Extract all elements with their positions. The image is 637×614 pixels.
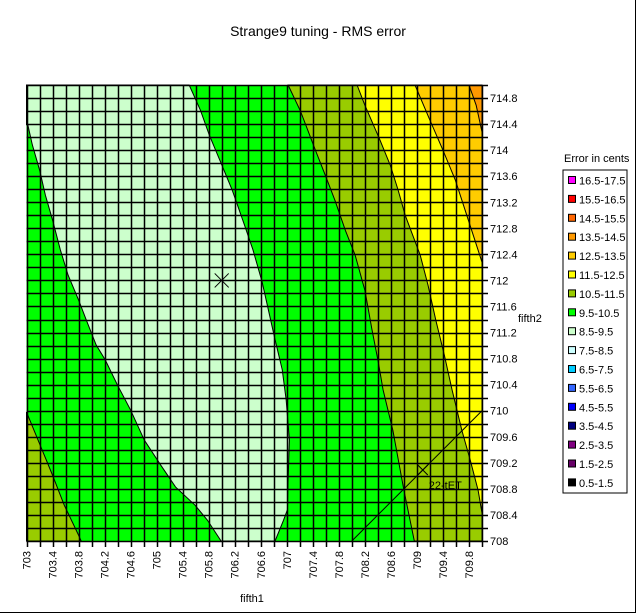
x-tick-label: 707.4 bbox=[308, 551, 320, 579]
legend-swatch bbox=[568, 346, 576, 355]
y-tick-label: 708 bbox=[490, 536, 508, 548]
x-axis: 703 703.4 703.8 704.2 704.6 705 705.4 705.8 706.… bbox=[22, 551, 476, 579]
legend-label: 10.5-11.5 bbox=[579, 289, 625, 301]
x-tick-label: 705.4 bbox=[178, 551, 190, 579]
legend-label: 2.5-3.5 bbox=[579, 440, 613, 452]
legend-swatch bbox=[568, 213, 576, 222]
x-tick-label: 705 bbox=[152, 551, 164, 569]
legend-label: 13.5-14.5 bbox=[579, 232, 625, 244]
x-tick-label: 703.4 bbox=[48, 551, 60, 579]
et-marker-icon bbox=[417, 464, 429, 476]
legend-swatch bbox=[568, 270, 576, 279]
annotations: 22-tET bbox=[214, 273, 483, 542]
y-tick-label: 714 bbox=[490, 145, 508, 157]
y-tick-label: 714.8 bbox=[490, 93, 518, 105]
legend-swatch bbox=[568, 327, 576, 336]
y-tick-label: 712.4 bbox=[490, 249, 518, 261]
legend-label: 14.5-15.5 bbox=[579, 213, 625, 225]
y-tick-label: 710.8 bbox=[490, 354, 518, 366]
et-line bbox=[351, 410, 483, 542]
y-tick-label: 711.2 bbox=[490, 328, 517, 340]
x-tick-label: 707.8 bbox=[334, 551, 346, 579]
y-tick-label: 710 bbox=[490, 406, 508, 418]
grid-lines bbox=[26, 84, 488, 547]
legend-swatch bbox=[568, 308, 576, 317]
legend-label: 15.5-16.5 bbox=[579, 194, 625, 206]
x-tick-label: 705.8 bbox=[204, 551, 216, 579]
y-tick-label: 713.2 bbox=[490, 197, 518, 209]
legend-label: 0.5-1.5 bbox=[579, 478, 613, 490]
y-tick-label: 708.4 bbox=[490, 510, 518, 522]
y-tick-label: 709.2 bbox=[490, 458, 518, 470]
x-tick-label: 708.6 bbox=[386, 551, 398, 579]
legend-swatch bbox=[568, 194, 576, 203]
legend-title: Error in cents bbox=[564, 153, 630, 165]
y-tick-label: 710.4 bbox=[490, 380, 518, 392]
legend-swatch bbox=[568, 251, 576, 260]
legend-label: 7.5-8.5 bbox=[579, 346, 613, 358]
legend-label: 12.5-13.5 bbox=[579, 251, 625, 263]
et-label: 22-tET bbox=[429, 480, 462, 492]
x-tick-label: 709 bbox=[412, 551, 424, 569]
y-tick-label: 714.4 bbox=[490, 119, 518, 131]
legend-label: 16.5-17.5 bbox=[579, 176, 625, 188]
optimum-marker-icon bbox=[214, 273, 230, 288]
legend-swatch bbox=[568, 232, 576, 241]
contour-regions bbox=[26, 84, 483, 542]
legend-label: 4.5-5.5 bbox=[579, 402, 613, 414]
legend-label: 3.5-4.5 bbox=[579, 421, 613, 433]
legend-swatch bbox=[568, 176, 576, 184]
y-axis-label: fifth2 bbox=[518, 313, 542, 325]
x-tick-label: 709.4 bbox=[438, 551, 450, 579]
y-tick-label: 709.6 bbox=[490, 432, 518, 444]
y-tick-label: 711.6 bbox=[490, 301, 517, 313]
legend-swatch bbox=[568, 478, 576, 487]
chart-title: Strange9 tuning - RMS error bbox=[230, 23, 406, 39]
legend-swatch bbox=[568, 289, 576, 298]
y-tick-label: 712.8 bbox=[490, 223, 518, 235]
x-tick-label: 703 bbox=[22, 551, 34, 569]
x-tick-label: 704.2 bbox=[100, 551, 112, 579]
x-tick-label: 708.2 bbox=[360, 551, 372, 579]
legend-label: 9.5-10.5 bbox=[579, 308, 619, 320]
legend-swatch bbox=[568, 383, 576, 392]
x-tick-label: 704.6 bbox=[126, 551, 138, 579]
legend-label: 11.5-12.5 bbox=[579, 270, 625, 282]
legend-label: 5.5-6.5 bbox=[579, 383, 613, 395]
legend-swatch bbox=[568, 440, 576, 449]
x-tick-label: 706.2 bbox=[230, 551, 242, 579]
legend-label: 6.5-7.5 bbox=[579, 365, 613, 377]
legend-label: 8.5-9.5 bbox=[579, 327, 613, 339]
legend-swatch bbox=[568, 402, 576, 411]
y-tick-label: 712 bbox=[490, 275, 508, 287]
x-axis-label: fifth1 bbox=[240, 593, 264, 605]
x-tick-label: 703.8 bbox=[74, 551, 86, 579]
x-tick-label: 709.8 bbox=[464, 551, 476, 579]
y-axis: 708 708.4 708.8 709.2 709.6 710 710.4 710.8 711.… bbox=[490, 93, 518, 548]
legend-label: 1.5-2.5 bbox=[579, 459, 613, 471]
x-tick-label: 707 bbox=[282, 551, 294, 569]
legend-swatch bbox=[568, 421, 576, 430]
y-tick-label: 708.8 bbox=[490, 484, 518, 496]
y-tick-label: 713.6 bbox=[490, 171, 518, 183]
legend: 16.5-17.5 15.5-16.5 14.5-15.5 13.5-14.5 12.5… bbox=[568, 176, 625, 490]
legend-swatch bbox=[568, 459, 576, 468]
x-tick-label: 706.6 bbox=[256, 551, 268, 579]
legend-swatch bbox=[568, 365, 576, 373]
